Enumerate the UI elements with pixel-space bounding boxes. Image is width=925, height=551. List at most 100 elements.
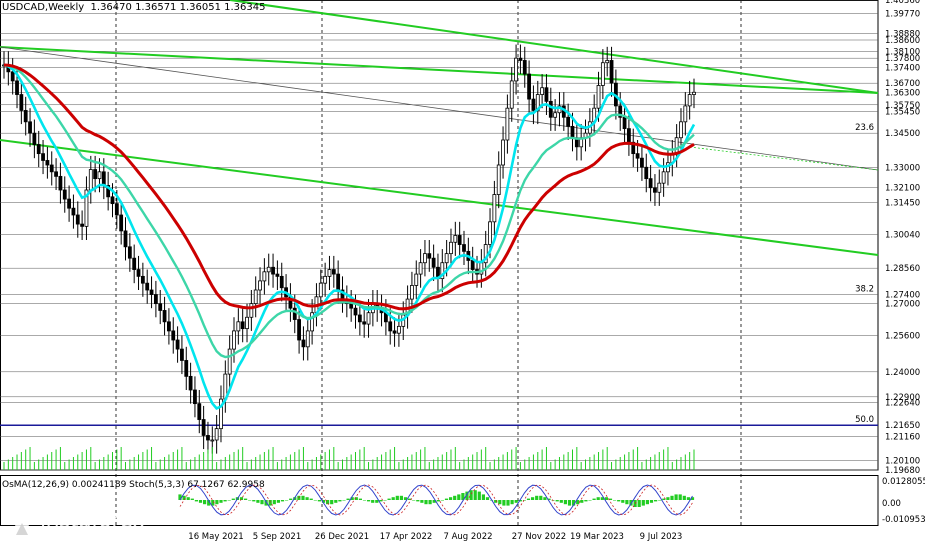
trend-line	[0, 46, 879, 171]
candle-body	[245, 316, 249, 330]
osma-bar	[625, 500, 629, 505]
osma-bar	[481, 494, 485, 500]
channel-lower-line	[0, 139, 879, 256]
osma-bar	[645, 500, 649, 505]
candle-body	[23, 110, 28, 123]
candle-body	[336, 273, 341, 291]
candle-body	[366, 312, 371, 325]
candle-body	[431, 257, 436, 268]
osma-bar	[412, 500, 416, 501]
osma-bar	[649, 500, 654, 503]
price-axis-label: 1.19680	[885, 466, 920, 476]
osma-bar	[211, 500, 215, 506]
candle-body	[605, 60, 610, 64]
osma-bar	[539, 495, 543, 500]
candle-body	[80, 223, 85, 227]
osma-bar	[576, 500, 580, 505]
osma-bar	[641, 500, 645, 506]
candle-body	[397, 325, 401, 334]
osma-bar	[526, 498, 531, 500]
date-axis-label: 17 Apr 2022	[380, 532, 433, 542]
osma-bar	[485, 497, 490, 500]
price-axis-label: 1.33000	[885, 163, 920, 173]
osma-bar	[629, 500, 633, 506]
osma-bar	[194, 500, 198, 502]
osma-bar	[662, 498, 666, 500]
osma-bar	[350, 497, 354, 500]
date-axis-label: 5 Sep 2021	[253, 532, 301, 542]
osma-bar	[535, 495, 539, 500]
channel-top-line	[229, 0, 879, 94]
osma-bar	[399, 495, 403, 500]
candle-body	[470, 260, 475, 270]
osma-bar	[358, 498, 362, 500]
candle-body	[88, 169, 93, 191]
osma-bar	[338, 500, 342, 502]
osma-bar	[494, 500, 498, 503]
osma-bar	[670, 495, 674, 500]
price-axis-label: 1.38600	[885, 36, 920, 46]
osma-bar	[198, 500, 203, 503]
price-axis-label: 1.40360	[885, 0, 920, 6]
osma-bar	[436, 500, 440, 502]
candle-body	[327, 269, 332, 277]
candle-body	[457, 235, 462, 245]
candle-body	[219, 398, 223, 430]
candle-body	[596, 85, 601, 109]
price-axis-label: 1.37800	[885, 54, 920, 64]
candle-body	[640, 157, 644, 168]
candle-body	[349, 303, 354, 309]
osma-bar	[617, 500, 621, 502]
price-axis-label: 1.20100	[885, 456, 920, 466]
osma-bar	[362, 500, 367, 501]
price-axis-label: 1.36300	[885, 88, 920, 98]
candle-body	[28, 121, 32, 134]
candle-body	[119, 214, 124, 232]
candle-body	[635, 153, 640, 159]
price-axis-label: 1.24000	[885, 368, 920, 378]
osma-bar	[264, 500, 268, 506]
candle-body	[271, 266, 275, 275]
candle-body	[488, 221, 492, 245]
osma-bar	[502, 500, 506, 506]
candle-body	[657, 182, 662, 193]
candle-body	[93, 169, 98, 180]
osma-bar	[227, 500, 231, 501]
osma-bar	[510, 500, 514, 505]
chart-symbol: USDCAD,Weekly	[2, 2, 85, 13]
ema-mid-line	[3, 63, 695, 359]
candle-body	[101, 171, 106, 186]
osma-bar	[219, 500, 223, 503]
oscillator-axis-label: 0.0128055	[882, 477, 925, 487]
candle-body	[544, 87, 549, 102]
candle-body	[644, 166, 649, 180]
candle-body	[600, 62, 605, 86]
osma-bar	[280, 500, 285, 502]
candle-body	[240, 321, 245, 330]
osma-bar	[580, 500, 584, 503]
candle-body	[180, 348, 184, 361]
osma-bar	[465, 491, 469, 500]
candle-body	[36, 144, 41, 155]
date-axis-label: 9 Jul 2023	[640, 532, 683, 542]
candle-body	[362, 321, 367, 325]
osma-bar	[584, 500, 588, 502]
osma-bar	[387, 498, 391, 500]
osma-bar	[424, 500, 428, 505]
osma-bar	[453, 495, 457, 500]
osma-bar	[666, 497, 670, 500]
osma-bar	[301, 495, 305, 500]
osma-bar	[613, 500, 617, 501]
date-axis-label: 16 May 2021	[188, 532, 243, 542]
candle-body	[123, 230, 128, 248]
price-axis-label: 1.25600	[885, 331, 920, 341]
candle-body	[392, 330, 397, 334]
candle-body	[214, 428, 219, 441]
osma-bar	[252, 500, 256, 502]
candle-body	[674, 137, 679, 155]
candle-body	[136, 269, 141, 277]
candle-body	[323, 275, 328, 284]
date-axis-label: 7 Aug 2022	[443, 532, 492, 542]
